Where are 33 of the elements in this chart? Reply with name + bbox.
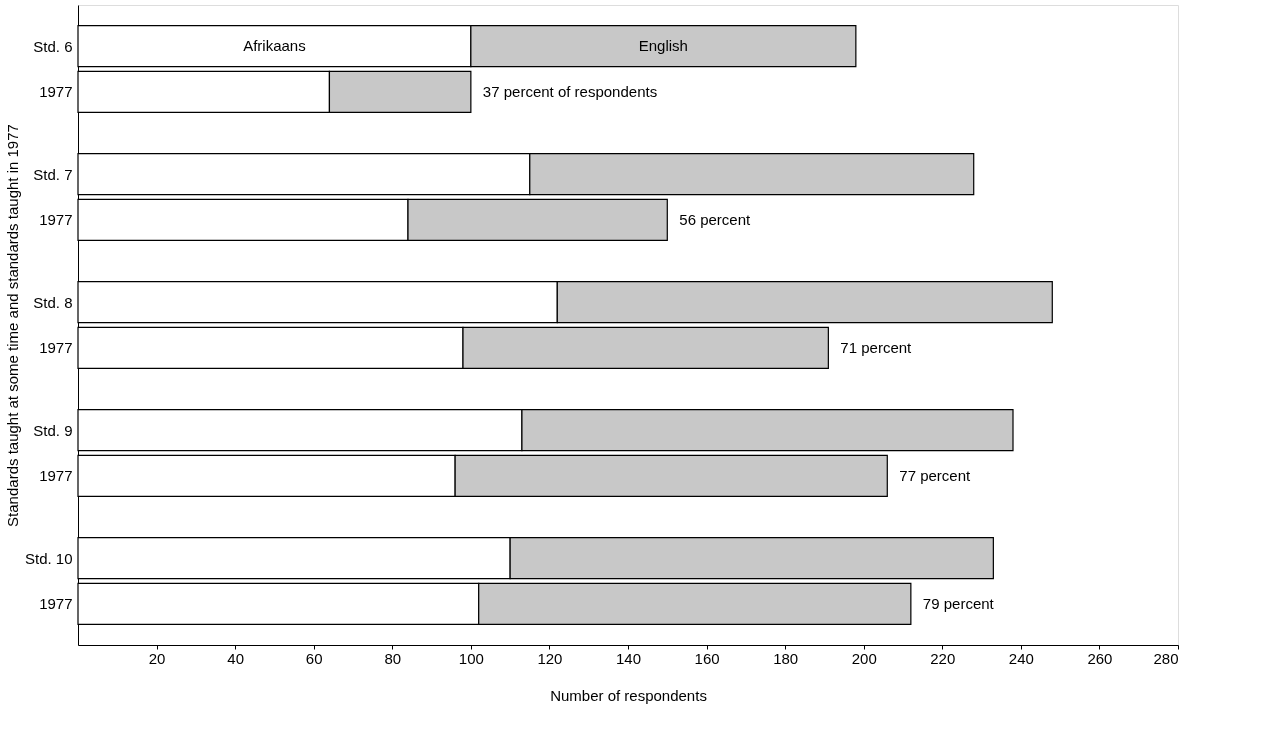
x-tick-label: 80 (384, 649, 402, 667)
x-tick-label: 240 (1008, 649, 1034, 667)
x-tick-label: 20 (148, 649, 166, 667)
x-tick-label: 100 (458, 649, 484, 667)
x-axis-title: Number of respondents (550, 686, 707, 704)
x-tick-label: 60 (305, 649, 323, 667)
x-tick-label: 180 (773, 649, 799, 667)
x-tick-label: 260 (1087, 649, 1113, 667)
annotation: 71 percent (840, 338, 913, 356)
x-tick-label: 200 (851, 649, 877, 667)
y-tick-label: 1977 (39, 83, 73, 101)
y-axis-title: Standards taught at some time and standards taught in 1977 (3, 124, 21, 527)
y-tick-label: Std. 9 (33, 421, 73, 439)
y-tick-label: Std. 7 (33, 165, 73, 183)
y-tick-label: Std. 10 (24, 549, 73, 567)
x-tick-label: 120 (537, 649, 563, 667)
y-tick-label: 1977 (39, 595, 73, 613)
annotation: 79 percent (922, 594, 995, 612)
annotation: 56 percent (679, 210, 751, 228)
series-label: English (638, 37, 688, 55)
y-tick-label: 1977 (39, 211, 73, 229)
y-tick-label: Std. 8 (33, 293, 73, 311)
y-tick-label: 1977 (39, 467, 73, 485)
annotation: 77 percent (899, 466, 971, 484)
x-tick-label: 40 (227, 649, 244, 667)
y-tick-label: 1977 (39, 339, 73, 357)
series-label: Afrikaans (243, 37, 306, 55)
y-tick-label: Std. 6 (33, 37, 73, 55)
x-tick-label: 220 (930, 649, 956, 667)
x-tick-label: 160 (694, 649, 720, 667)
annotation: 37 percent of respondents (482, 82, 658, 100)
x-tick-label: 140 (615, 649, 642, 667)
x-tick-label: 280 (1153, 649, 1179, 667)
